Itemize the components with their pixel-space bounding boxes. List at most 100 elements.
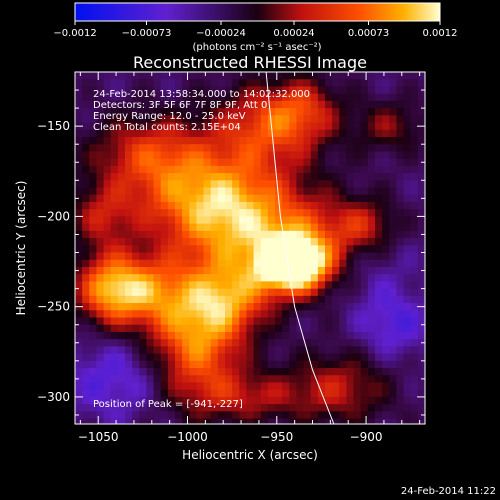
- heatmap-cell: [260, 100, 269, 109]
- heatmap-cell: [153, 339, 162, 347]
- heatmap-cell: [175, 238, 183, 246]
- heatmap-cell: [275, 288, 283, 297]
- heatmap-cell: [282, 158, 290, 167]
- heatmap-cell: [110, 360, 119, 369]
- heatmap-cell: [310, 100, 319, 109]
- heatmap-cell: [396, 245, 404, 253]
- heatmap-cell: [417, 360, 425, 369]
- heatmap-cell: [189, 144, 197, 152]
- heatmap-cell: [210, 194, 219, 203]
- heatmap-cell: [153, 122, 162, 131]
- heatmap-cell: [375, 100, 383, 109]
- heatmap-cell: [303, 324, 312, 333]
- heatmap-cell: [303, 259, 312, 268]
- heatmap-cell: [82, 144, 90, 152]
- heatmap-cell: [303, 331, 312, 340]
- heatmap-cell: [110, 79, 119, 87]
- heatmap-cell: [225, 360, 233, 369]
- heatmap-cell: [167, 144, 176, 152]
- heatmap-cell: [160, 151, 169, 160]
- heatmap-cell: [182, 108, 190, 116]
- heatmap-cell: [417, 274, 425, 282]
- heatmap-cell: [403, 230, 412, 239]
- heatmap-cell: [275, 404, 283, 412]
- heatmap-cell: [82, 360, 90, 369]
- heatmap-cell: [367, 151, 376, 160]
- heatmap-cell: [203, 230, 212, 239]
- heatmap-cell: [189, 382, 197, 391]
- heatmap-cell: [203, 259, 212, 268]
- heatmap-cell: [325, 245, 333, 253]
- heatmap-cell: [153, 331, 162, 340]
- heatmap-cell: [210, 259, 219, 268]
- heatmap-cell: [146, 201, 154, 210]
- heatmap-cell: [246, 339, 254, 347]
- heatmap-cell: [396, 187, 404, 196]
- heatmap-cell: [325, 274, 333, 282]
- heatmap-cell: [89, 173, 97, 181]
- heatmap-cell: [210, 136, 219, 145]
- heatmap-cell: [239, 72, 247, 80]
- heatmap-cell: [160, 209, 169, 217]
- heatmap-cell: [117, 288, 126, 297]
- heatmap-cell: [246, 209, 254, 217]
- heatmap-cell: [132, 144, 140, 152]
- heatmap-cell: [246, 259, 254, 268]
- heatmap-cell: [396, 288, 404, 297]
- heatmap-cell: [332, 368, 340, 376]
- heatmap-cell: [139, 389, 147, 398]
- heatmap-cell: [196, 396, 204, 405]
- heatmap-cell: [303, 86, 312, 95]
- heatmap-cell: [396, 108, 404, 116]
- heatmap-cell: [410, 418, 419, 424]
- heatmap-cell: [289, 173, 297, 181]
- heatmap-cell: [232, 418, 240, 424]
- heatmap-cell: [110, 317, 119, 326]
- heatmap-cell: [96, 360, 104, 369]
- colorbar-tick-label: −0.0012: [53, 28, 96, 39]
- heatmap-cell: [146, 324, 154, 333]
- heatmap-cell: [360, 396, 369, 405]
- heatmap-cell: [317, 252, 326, 261]
- heatmap-cell: [303, 266, 312, 275]
- heatmap-cell: [353, 115, 362, 123]
- heatmap-cell: [317, 245, 326, 253]
- heatmap-cell: [225, 368, 233, 376]
- heatmap-cell: [332, 324, 340, 333]
- heatmap-cell: [160, 303, 169, 311]
- heatmap-cell: [346, 331, 354, 340]
- heatmap-cell: [339, 173, 347, 181]
- heatmap-cell: [203, 411, 212, 419]
- heatmap-cell: [175, 303, 183, 311]
- heatmap-cell: [346, 346, 354, 354]
- heatmap-cell: [310, 72, 319, 80]
- heatmap-cell: [139, 418, 147, 424]
- heatmap-cell: [246, 151, 254, 160]
- heatmap-cell: [410, 100, 419, 109]
- heatmap-cell: [375, 331, 383, 340]
- heatmap-cell: [382, 295, 390, 304]
- heatmap-cell: [175, 136, 183, 145]
- heatmap-cell: [117, 368, 126, 376]
- heatmap-cell: [160, 411, 169, 419]
- heatmap-cell: [125, 303, 133, 311]
- heatmap-cell: [103, 180, 112, 188]
- heatmap-cell: [267, 331, 276, 340]
- heatmap-cell: [396, 339, 404, 347]
- heatmap-cell: [103, 288, 112, 297]
- heatmap-cell: [382, 382, 390, 391]
- heatmap-cell: [375, 266, 383, 275]
- heatmap-cell: [96, 288, 104, 297]
- heatmap-cell: [375, 144, 383, 152]
- heatmap-cell: [182, 158, 190, 167]
- heatmap-cell: [96, 79, 104, 87]
- heatmap-cell: [375, 108, 383, 116]
- heatmap-cell: [317, 418, 326, 424]
- heatmap-cell: [103, 79, 112, 87]
- heatmap-cell: [246, 418, 254, 424]
- heatmap-cell: [317, 144, 326, 152]
- heatmap-cell: [332, 108, 340, 116]
- heatmap-cell: [225, 404, 233, 412]
- heatmap-cell: [146, 223, 154, 232]
- heatmap-cell: [103, 93, 112, 102]
